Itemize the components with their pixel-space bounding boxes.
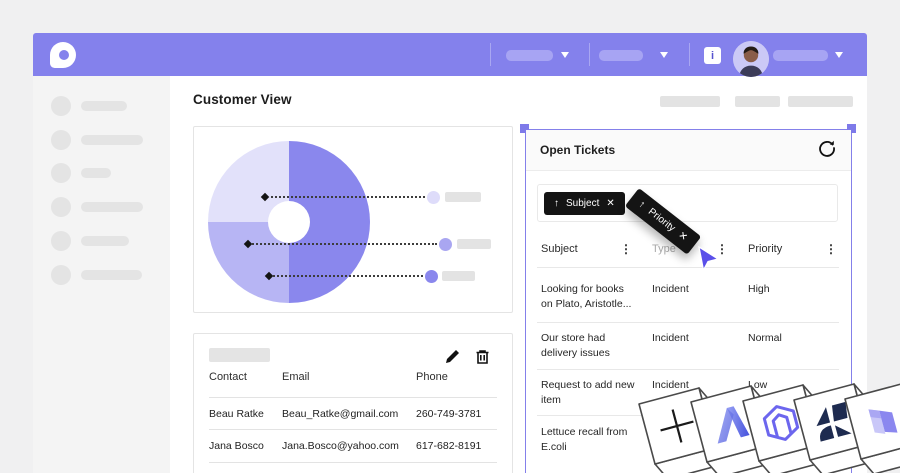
legend-dot bbox=[439, 238, 452, 251]
row-divider bbox=[209, 397, 497, 398]
contacts-title-placeholder bbox=[209, 348, 270, 362]
leader-line bbox=[249, 243, 437, 245]
contacts-col-email: Email bbox=[282, 371, 310, 383]
header-divider bbox=[490, 43, 491, 66]
azure-icon bbox=[717, 406, 750, 444]
app-header: i bbox=[33, 33, 867, 77]
selection-handle[interactable] bbox=[847, 124, 856, 133]
info-icon[interactable]: i bbox=[704, 47, 721, 64]
edit-icon[interactable] bbox=[444, 348, 461, 370]
kebab-menu-icon[interactable]: ⋮ bbox=[620, 242, 632, 256]
legend-dot bbox=[427, 191, 440, 204]
avatar[interactable] bbox=[733, 41, 769, 77]
contact-name: Beau Ratke bbox=[209, 408, 264, 420]
ticket-subject: Lettuce recall from E.coli bbox=[541, 426, 628, 453]
contacts-col-phone: Phone bbox=[416, 371, 448, 383]
ticket-type: Incident bbox=[652, 283, 689, 295]
ticket-priority: Normal bbox=[748, 332, 782, 344]
user-name-placeholder bbox=[773, 50, 828, 61]
ticket-type: Incident bbox=[652, 379, 689, 391]
row-divider bbox=[537, 322, 839, 323]
sidebar-item-icon-placeholder[interactable] bbox=[51, 130, 71, 150]
sort-asc-icon: ↑ bbox=[636, 198, 648, 211]
header-dropdown-placeholder[interactable] bbox=[599, 50, 643, 61]
tickets-col-subject[interactable]: Subject bbox=[541, 243, 578, 255]
plus-icon bbox=[660, 409, 694, 443]
page-title: Customer View bbox=[193, 92, 292, 107]
legend-label-placeholder bbox=[457, 239, 491, 249]
sidebar-item-label-placeholder[interactable] bbox=[81, 135, 143, 145]
sidebar-item-icon-placeholder[interactable] bbox=[51, 96, 71, 116]
header-divider bbox=[689, 43, 690, 66]
open-tickets-title: Open Tickets bbox=[540, 143, 616, 157]
toolbar-button-placeholder[interactable] bbox=[788, 96, 853, 107]
close-icon[interactable]: ✕ bbox=[675, 229, 690, 244]
sidebar-item-label-placeholder[interactable] bbox=[81, 202, 143, 212]
legend-label-placeholder bbox=[442, 271, 475, 281]
dynamics-icon bbox=[868, 409, 898, 434]
ticket-type: Incident bbox=[652, 332, 689, 344]
delete-icon[interactable] bbox=[474, 348, 491, 370]
tickets-col-type[interactable]: Type bbox=[652, 243, 676, 255]
app-logo-icon[interactable] bbox=[50, 42, 76, 68]
integration-tile[interactable] bbox=[835, 373, 900, 473]
chevron-down-icon[interactable] bbox=[660, 52, 668, 58]
chevron-down-icon[interactable] bbox=[561, 52, 569, 58]
contact-phone: 617-682-8191 bbox=[416, 440, 482, 452]
ticket-subject: Looking for books on Plato, Aristotle... bbox=[541, 283, 632, 310]
sidebar-item-icon-placeholder[interactable] bbox=[51, 265, 71, 285]
close-icon[interactable]: ✕ bbox=[606, 198, 615, 209]
sidebar-item-label-placeholder[interactable] bbox=[81, 101, 127, 111]
sidebar-item-icon-placeholder[interactable] bbox=[51, 197, 71, 217]
tickets-col-priority[interactable]: Priority bbox=[748, 243, 783, 255]
sidebar-item-icon-placeholder[interactable] bbox=[51, 231, 71, 251]
sidebar-item-label-placeholder[interactable] bbox=[81, 270, 142, 280]
row-divider bbox=[537, 369, 839, 370]
contact-name: Jana Bosco bbox=[209, 440, 264, 452]
kebab-menu-icon[interactable]: ⋮ bbox=[825, 242, 837, 256]
header-dropdown-placeholder[interactable] bbox=[506, 50, 553, 61]
contacts-col-contact: Contact bbox=[209, 371, 247, 383]
contact-phone: 260-749-3781 bbox=[416, 408, 482, 420]
magento-icon bbox=[762, 405, 800, 441]
ticket-subject: Request to add new item bbox=[541, 379, 635, 406]
refresh-icon[interactable] bbox=[818, 139, 836, 162]
row-divider bbox=[537, 267, 839, 268]
row-divider bbox=[209, 462, 497, 463]
chevron-down-icon[interactable] bbox=[835, 52, 843, 58]
contact-email: Jana.Bosco@yahoo.com bbox=[282, 440, 399, 452]
open-tickets-header: Open Tickets bbox=[526, 130, 851, 171]
ticket-subject: Our store had delivery issues bbox=[541, 332, 610, 359]
toolbar-button-placeholder[interactable] bbox=[735, 96, 780, 107]
sidebar-item-label-placeholder[interactable] bbox=[81, 236, 129, 246]
header-divider bbox=[589, 43, 590, 66]
contact-email: Beau_Ratke@gmail.com bbox=[282, 408, 399, 420]
sidebar-item-label-placeholder[interactable] bbox=[81, 168, 111, 178]
mouse-cursor-icon bbox=[697, 245, 721, 277]
sort-asc-icon: ↑ bbox=[554, 198, 559, 209]
toolbar-button-placeholder[interactable] bbox=[660, 96, 720, 107]
sidebar-item-icon-placeholder[interactable] bbox=[51, 163, 71, 183]
legend-dot bbox=[425, 270, 438, 283]
ticket-priority: High bbox=[748, 283, 770, 295]
leader-line bbox=[270, 275, 423, 277]
donut-hole bbox=[268, 201, 310, 243]
filter-chip-subject[interactable]: ↑ Subject ✕ bbox=[544, 192, 625, 215]
row-divider bbox=[209, 429, 497, 430]
selection-handle[interactable] bbox=[520, 124, 529, 133]
filter-chip-label: Subject bbox=[566, 198, 600, 209]
zendesk-icon bbox=[816, 401, 852, 442]
legend-label-placeholder bbox=[445, 192, 481, 202]
leader-line bbox=[266, 196, 425, 198]
kebab-menu-icon[interactable]: ⋮ bbox=[716, 242, 728, 256]
